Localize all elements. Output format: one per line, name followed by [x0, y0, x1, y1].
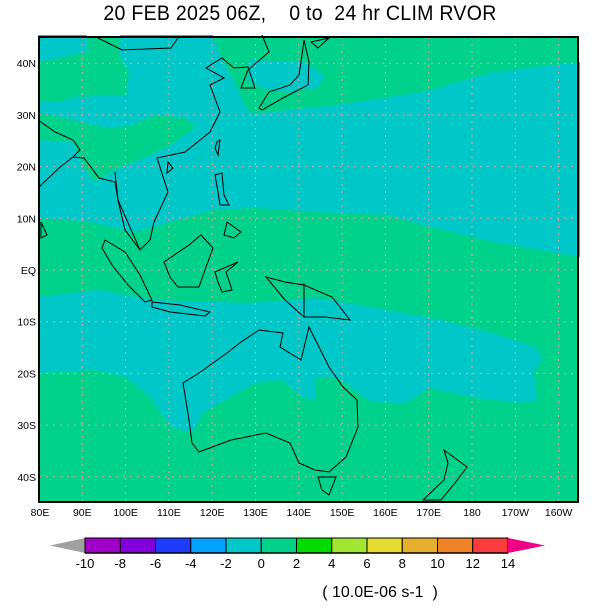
colorbar-units: ( 10.0E-06 s-1 ) — [322, 584, 438, 601]
colorbar-label: 6 — [363, 556, 370, 571]
borneo-coast — [163, 234, 214, 288]
new-zealand-coast — [421, 448, 468, 501]
colorbar-segment — [190, 537, 227, 554]
latitude-label: 20S — [17, 368, 36, 380]
colorbar-label: -8 — [114, 556, 126, 571]
field-contour-region — [38, 112, 196, 182]
tasmania-coast — [317, 476, 337, 496]
colorbar-segment — [366, 537, 403, 554]
latitude-label: 10S — [17, 317, 36, 329]
vorticity-field — [38, 35, 580, 502]
asia-mainland-coast — [37, 34, 270, 251]
longitude-label: 160E — [373, 507, 398, 519]
latitude-label: 30N — [17, 110, 36, 122]
colorbar-label: -4 — [185, 556, 197, 571]
java-coast — [151, 301, 212, 317]
hokkaido-coast — [309, 37, 331, 49]
longitude-label: 120E — [200, 507, 225, 519]
longitude-label: 80E — [31, 507, 50, 519]
longitude-label: 110E — [157, 507, 181, 519]
colorbar-label: 2 — [293, 556, 300, 571]
india-coast — [37, 119, 81, 158]
hainan-coast — [166, 160, 174, 175]
latitude-label: 40S — [17, 472, 36, 484]
longitude-label: 180 — [463, 507, 481, 519]
longitude-label: 150E — [330, 507, 355, 519]
field-contour-region — [38, 35, 87, 62]
colorbar-segment — [331, 537, 368, 554]
longitude-labels: 80E 90E 100E 110E 120E 130E 140E 150E 160E 170E 18… — [31, 507, 573, 519]
colorbar-segment — [401, 537, 438, 554]
latitude-labels: 40N 30N 20N 10N EQ 10S 20S 30S 40S — [17, 58, 36, 484]
longitude-label: 170W — [502, 507, 530, 519]
colorbar-label: 14 — [501, 556, 515, 571]
colorbar: -10 -8 -6 -4 -2 0 2 4 6 8 10 12 14 — [50, 537, 545, 571]
malay-peninsula-coast — [114, 171, 141, 251]
colorbar-segment — [472, 537, 509, 554]
colorbar-over-triangle — [508, 538, 545, 553]
colorbar-label: -10 — [76, 556, 95, 571]
field-contour-region — [248, 60, 325, 92]
colorbar-segment — [84, 537, 121, 554]
latitude-label: EQ — [21, 265, 36, 277]
latitude-label: 10N — [17, 213, 36, 225]
longitude-label: 170E — [416, 507, 441, 519]
mongolia-border — [97, 37, 179, 51]
field-contour-region — [38, 35, 580, 257]
sri-lanka-coast — [40, 221, 48, 239]
longitude-label: 90E — [73, 507, 92, 519]
colorbar-under-triangle — [50, 538, 85, 553]
colorbar-segment — [155, 537, 192, 554]
longitude-label: 140E — [287, 507, 312, 519]
lat-lon-grid — [39, 37, 578, 502]
longitude-label: 130E — [243, 507, 268, 519]
colorbar-segment — [437, 537, 474, 554]
longitude-label: 160W — [545, 507, 573, 519]
colorbar-label: 4 — [328, 556, 335, 571]
taiwan-coast — [214, 138, 221, 157]
luzon-coast — [214, 172, 230, 206]
field-contour-region — [38, 290, 542, 433]
sumatra-coast — [101, 239, 153, 303]
colorbar-segment — [225, 537, 262, 554]
colorbar-label: 0 — [258, 556, 265, 571]
mindanao-coast — [223, 221, 242, 239]
colorbar-label: 10 — [430, 556, 444, 571]
latitude-label: 20N — [17, 162, 36, 174]
plot-title: 20 FEB 2025 06Z, 0 to 24 hr CLIM RVOR — [103, 2, 497, 25]
coastlines — [37, 34, 468, 501]
colorbar-label: -2 — [220, 556, 232, 571]
colorbar-label: -6 — [150, 556, 162, 571]
sulawesi-coast — [214, 261, 239, 293]
colorbar-label: 12 — [466, 556, 480, 571]
longitude-label: 100E — [113, 507, 138, 519]
colorbar-segment — [119, 537, 156, 554]
colorbar-label: 8 — [399, 556, 406, 571]
australia-coast — [182, 325, 359, 473]
colorbar-segment — [260, 537, 297, 554]
latitude-label: 30S — [17, 420, 36, 432]
colorbar-segment — [296, 537, 333, 554]
latitude-label: 40N — [17, 58, 36, 70]
japan-coast — [258, 39, 310, 111]
new-guinea-coast — [264, 276, 352, 321]
map-frame — [38, 36, 579, 503]
